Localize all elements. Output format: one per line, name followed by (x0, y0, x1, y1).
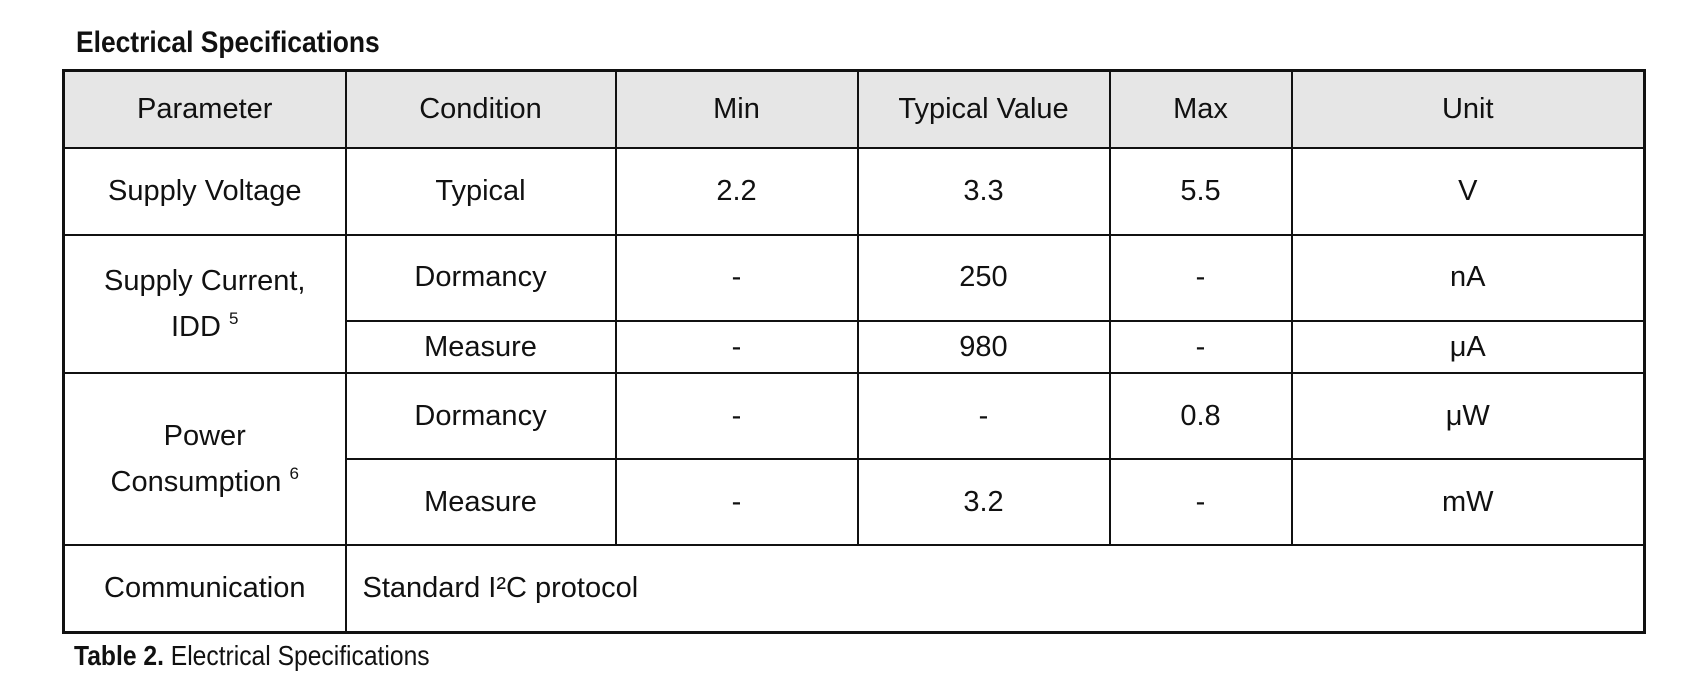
parameter-line2-wrap: IDD 5 (65, 300, 345, 346)
table-row-communication: Communication Standard I²C protocol (62, 544, 1646, 634)
table-header-row: Parameter Condition Min Typical Value Ma… (62, 69, 1646, 149)
table-row-supply-current-dormancy: Supply Current, IDD 5 Dormancy - 250 - n… (62, 233, 1646, 375)
table-row-supply-current-measure: Measure - 980 - μA (64, 319, 1646, 375)
table-row-power-consumption-dormancy: Power Consumption 6 Dormancy - - 0.8 μW (62, 372, 1646, 547)
cell-min: - (614, 319, 859, 375)
cell-condition: Dormancy (344, 233, 617, 322)
cell-max: 0.8 (1108, 372, 1293, 461)
footnote-marker: 6 (289, 464, 299, 484)
cell-unit: mW (1290, 458, 1646, 547)
cell-communication-value: Standard I²C protocol (344, 544, 1646, 634)
cell-condition: Typical (344, 146, 617, 236)
header-condition: Condition (344, 69, 617, 149)
cell-max: 5.5 (1108, 146, 1293, 236)
caption-label: Table 2. (74, 640, 164, 671)
cell-unit: V (1290, 146, 1646, 236)
cell-typical: - (856, 372, 1111, 461)
table-row-power-consumption-measure: Measure - 3.2 - mW (64, 458, 1646, 547)
cell-parameter: Communication (62, 544, 347, 634)
header-typical-value: Typical Value (856, 69, 1111, 149)
cell-condition: Measure (344, 458, 617, 547)
cell-max: - (1108, 458, 1293, 547)
table-row-supply-voltage: Supply Voltage Typical 2.2 3.3 5.5 V (62, 146, 1646, 236)
header-parameter: Parameter (62, 69, 347, 149)
footnote-marker: 5 (229, 309, 239, 329)
section-title: Electrical Specifications (76, 26, 380, 59)
cell-parameter-power-consumption: Power Consumption 6 (62, 372, 347, 547)
cell-unit: μA (1290, 319, 1646, 375)
cell-parameter: Supply Voltage (62, 146, 347, 236)
parameter-line2: Consumption (110, 466, 282, 499)
cell-typical: 3.2 (856, 458, 1111, 547)
parameter-line1: Supply Current, (104, 265, 306, 298)
cell-max: - (1108, 319, 1293, 375)
cell-min: - (614, 233, 859, 322)
cell-condition: Dormancy (344, 372, 617, 461)
parameter-line1: Power (163, 420, 246, 453)
cell-min: - (614, 372, 859, 461)
header-min: Min (614, 69, 859, 149)
caption-text: Electrical Specifications (163, 640, 430, 671)
cell-min: 2.2 (614, 146, 859, 236)
parameter-line2-wrap: Consumption 6 (65, 455, 345, 501)
cell-min: - (614, 458, 859, 547)
cell-typical: 3.3 (856, 146, 1111, 236)
cell-typical: 980 (856, 319, 1111, 375)
cell-unit: nA (1290, 233, 1646, 322)
cell-unit: μW (1290, 372, 1646, 461)
cell-typical: 250 (856, 233, 1111, 322)
cell-condition: Measure (344, 319, 617, 375)
electrical-specifications-table: Parameter Condition Min Typical Value Ma… (62, 69, 1646, 634)
table-caption: Table 2. Electrical Specifications (74, 640, 430, 672)
cell-max: - (1108, 233, 1293, 322)
parameter-line2: IDD (171, 311, 221, 344)
header-unit: Unit (1290, 69, 1646, 149)
cell-parameter-supply-current: Supply Current, IDD 5 (62, 233, 347, 375)
header-max: Max (1108, 69, 1293, 149)
